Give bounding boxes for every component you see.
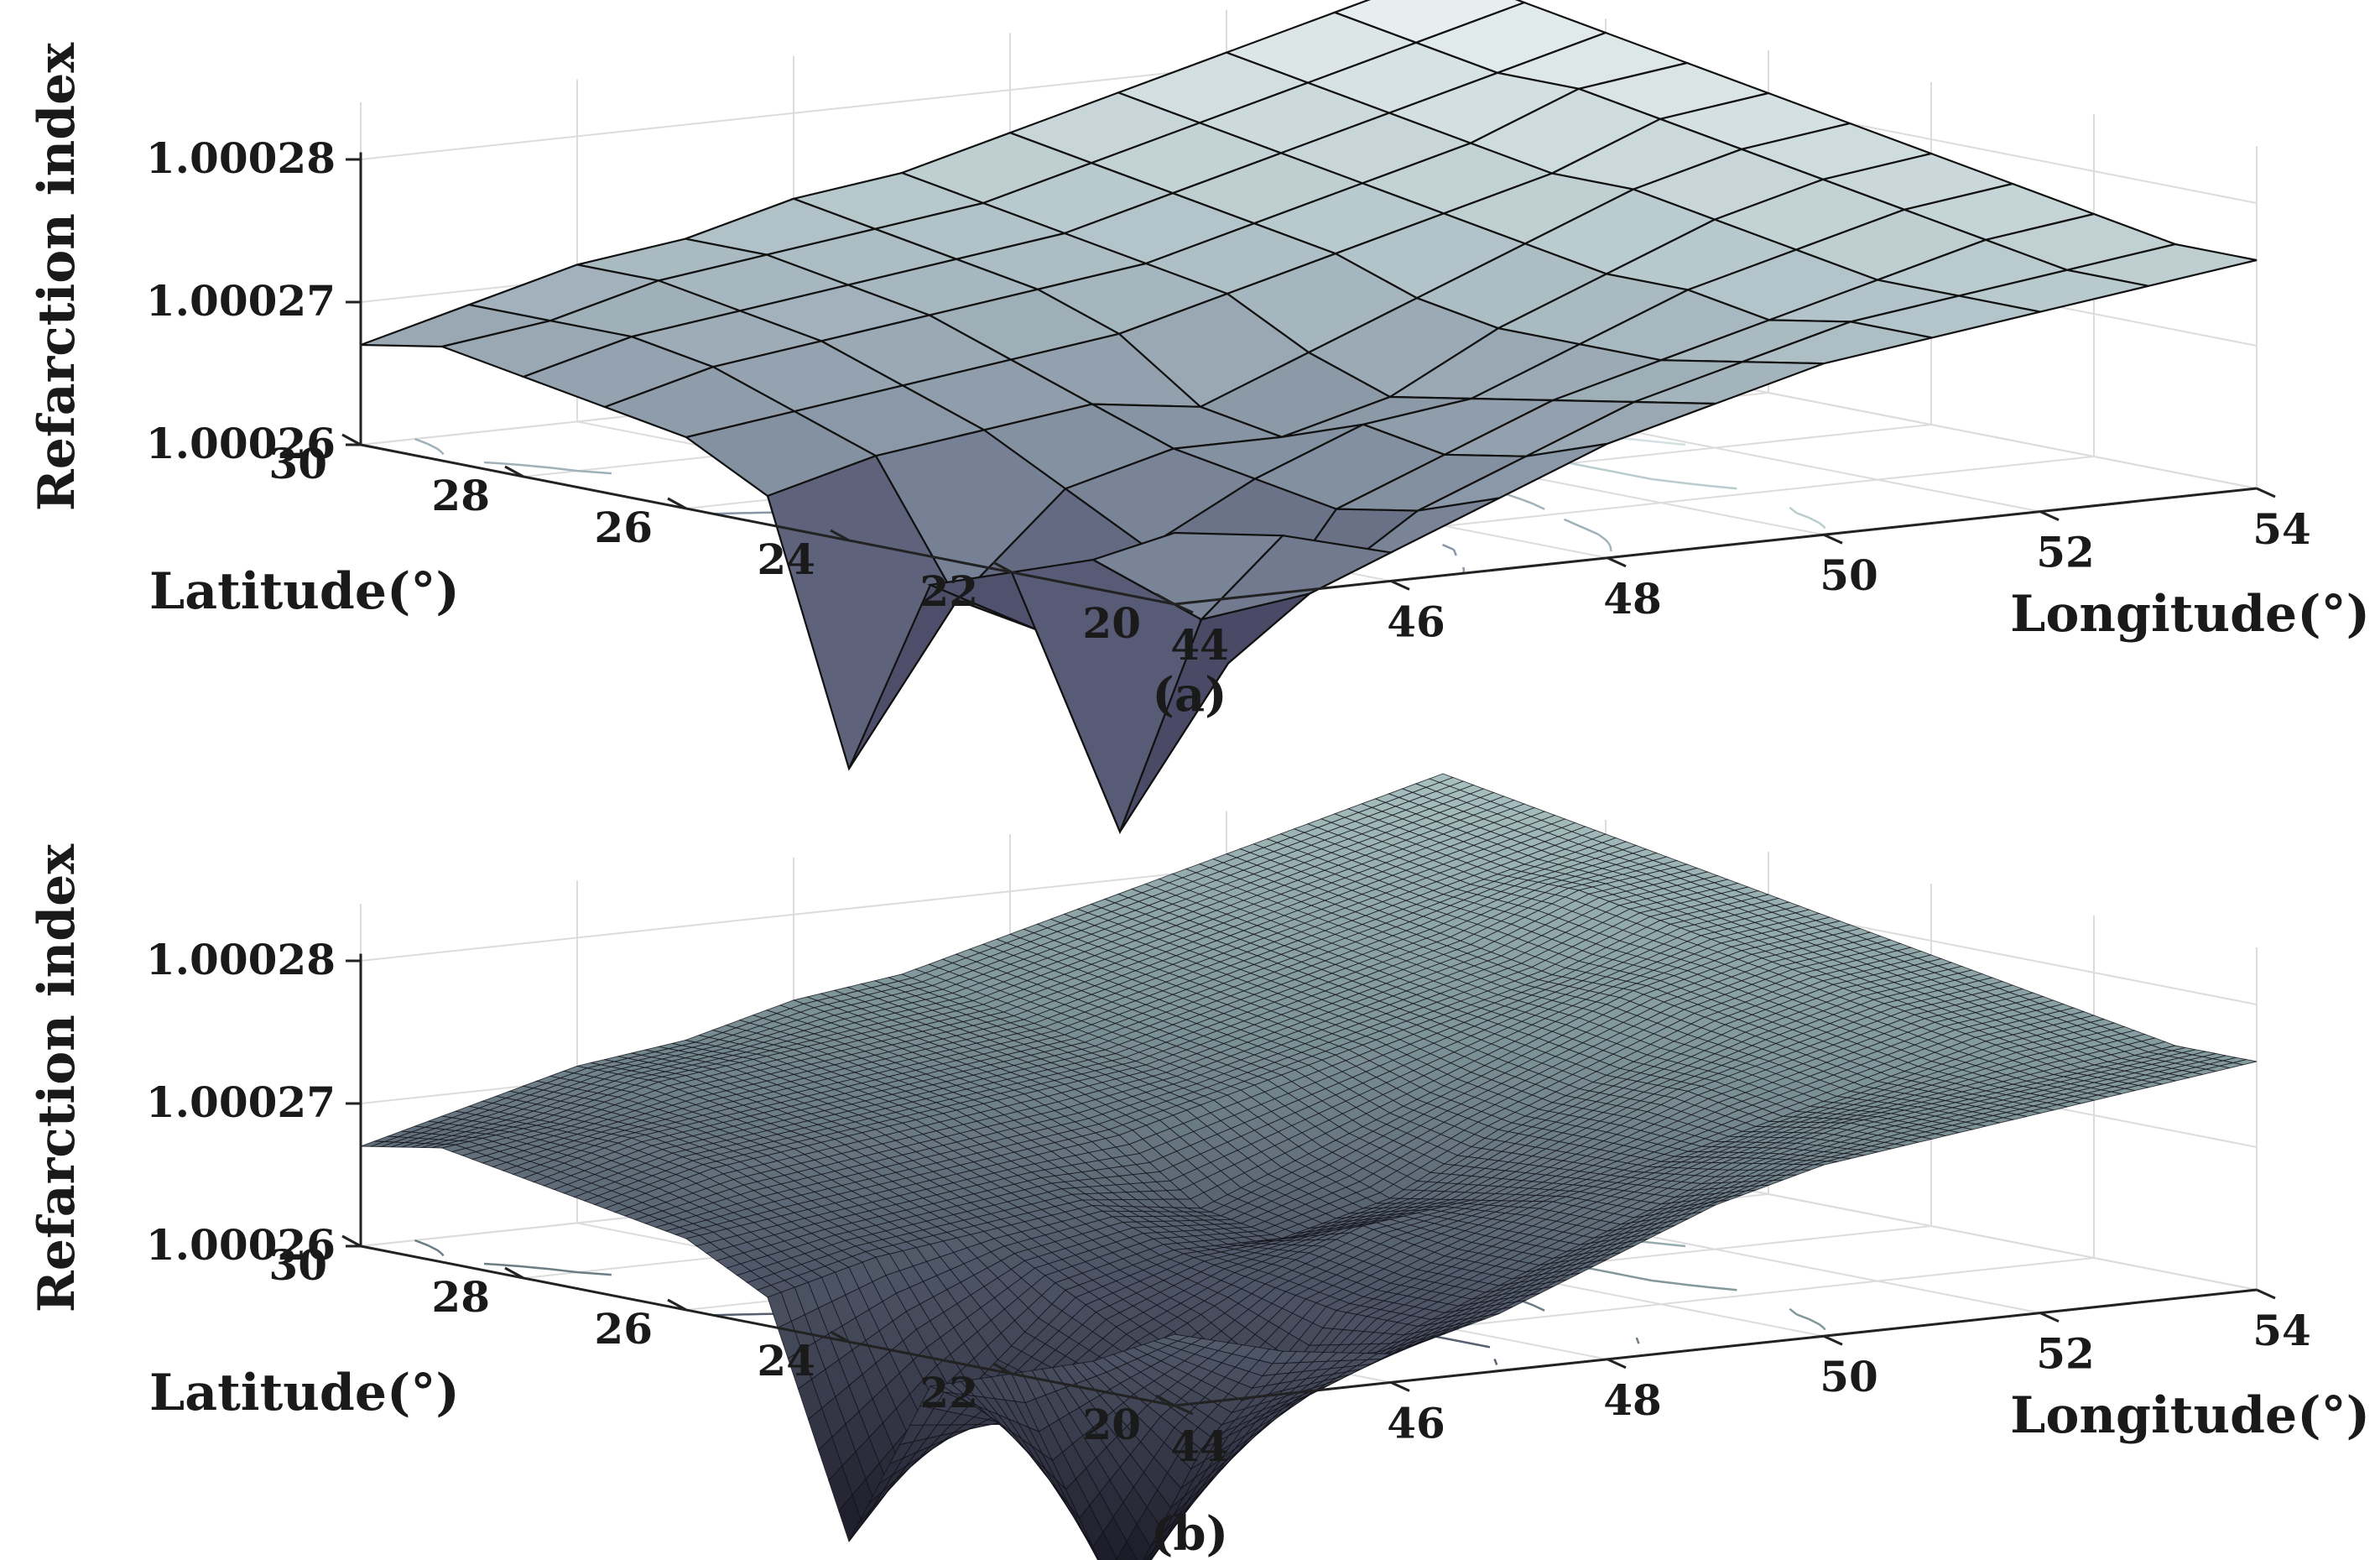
z-tick-label: 1.00027: [146, 276, 336, 326]
x-axis-line: [1174, 487, 2258, 606]
y-tick-mark: [667, 497, 687, 510]
y-tick-mark: [504, 465, 524, 478]
x-tick-label: 54: [2252, 504, 2311, 554]
y-tick-label: 30: [268, 439, 327, 488]
y-tick-label: 20: [1082, 598, 1141, 648]
y-tick-label: 28: [431, 471, 490, 520]
y-tick-label: 22: [919, 566, 978, 616]
z-tick-label: 1.00026: [146, 419, 336, 468]
surface-patch: [1091, 531, 1285, 621]
z-tick-label: 1.00028: [146, 133, 336, 183]
x-tick-mark: [1823, 533, 1843, 545]
surface: [360, 773, 2258, 1560]
surface: [360, 0, 2258, 835]
x-axis-label: Longitude(°): [2010, 585, 2370, 644]
x-tick-label: 46: [1387, 597, 1445, 646]
x-tick-mark: [2256, 487, 2276, 498]
z-axis-label: Refarction index: [28, 42, 86, 511]
y-tick-mark: [1155, 592, 1175, 606]
y-axis-label: Latitude(°): [149, 562, 460, 621]
x-tick-label: 48: [1603, 574, 1662, 623]
axes: 1.00026 1.00027 1.00028 20 22 24 26 28 30 44 46 48 5…: [28, 42, 2370, 670]
y-tick-mark: [830, 529, 850, 542]
x-tick-mark: [1174, 603, 1194, 614]
y-tick-mark: [992, 561, 1013, 574]
y-tick-mark: [341, 433, 362, 446]
y-axis-line: [360, 443, 1175, 606]
panel-a-surface-chart: 1.00026 1.00027 1.00028 20 22 24 26 28 30 44 46 48 5…: [28, 0, 2370, 835]
x-tick-label: 52: [2036, 528, 2095, 577]
y-tick-label: 24: [757, 535, 815, 584]
x-tick-mark: [2039, 510, 2060, 521]
x-tick-mark: [1390, 580, 1410, 591]
x-tick-label: 44: [1170, 620, 1229, 670]
y-tick-label: 26: [594, 503, 653, 552]
x-tick-mark: [1607, 556, 1627, 568]
x-tick-label: 50: [1820, 550, 1878, 600]
